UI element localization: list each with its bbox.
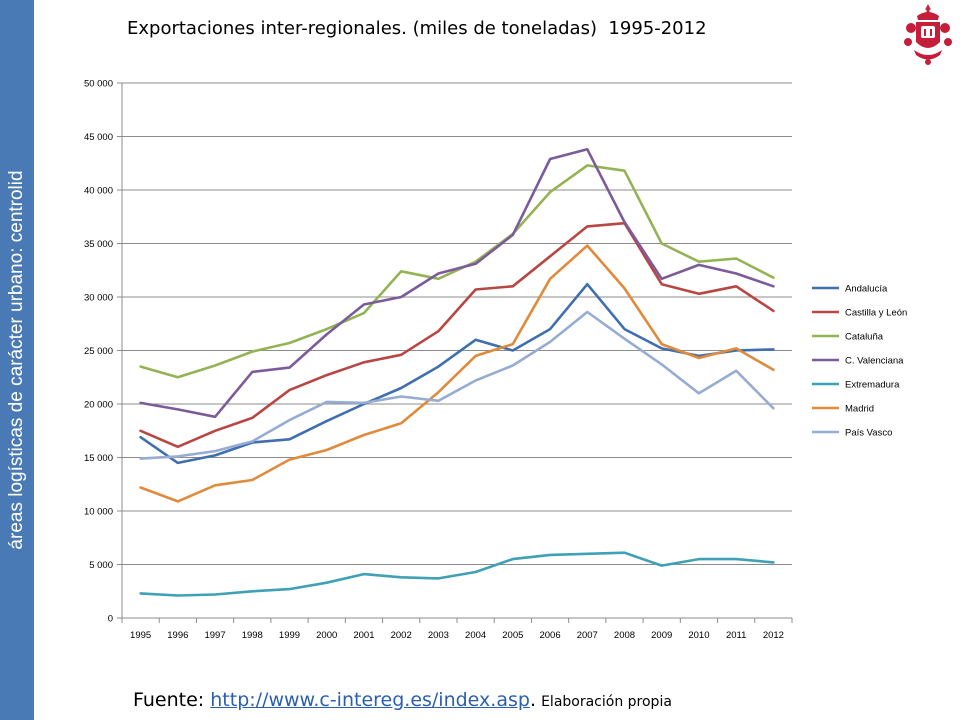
footer-dot: . [529,689,536,711]
series-line [139,221,775,449]
source-footer: Fuente: http://www.c-intereg.es/index.as… [133,689,672,711]
series-line [139,148,775,419]
y-tick-label: 10 000 [84,507,113,518]
x-tick-label: 1997 [204,630,225,641]
legend-label: Madrid [845,404,874,415]
x-tick-label: 1998 [242,630,263,641]
legend-label: País Vasco [845,428,892,439]
x-tick-label: 2009 [651,630,672,641]
series-line [139,551,775,597]
legend-label: Andalucía [845,284,888,295]
footer-note: Elaboración propia [541,694,672,710]
x-tick-label: 1996 [167,630,188,641]
footer-prefix: Fuente: [133,689,211,711]
source-link[interactable]: http://www.c-intereg.es/index.asp [210,689,530,711]
university-crest-logo [904,4,952,65]
y-tick-label: 45 000 [84,132,113,143]
x-tick-label: 1995 [130,630,151,641]
x-tick-label: 2005 [502,630,523,641]
series-line [139,164,775,379]
series-line [139,244,775,503]
x-tick-label: 2003 [428,630,449,641]
sidebar: áreas logísticas de carácter urbano: cen… [0,0,34,720]
series-line [139,310,775,460]
legend-label: Cataluña [845,332,884,343]
chart-title: Exportaciones inter-regionales. (miles d… [127,18,707,39]
x-tick-label: 2002 [391,630,412,641]
x-tick-label: 1999 [279,630,300,641]
series-line [139,282,775,465]
x-tick-label: 2004 [465,630,486,641]
x-tick-label: 2012 [763,630,784,641]
y-tick-label: 30 000 [84,293,113,304]
x-tick-label: 2011 [726,630,746,641]
y-tick-label: 20 000 [84,400,113,411]
y-tick-label: 0 [108,614,113,625]
x-tick-label: 2010 [688,630,709,641]
x-tick-label: 2008 [614,630,635,641]
y-tick-label: 5 000 [89,560,113,571]
y-tick-label: 15 000 [84,453,113,464]
y-tick-label: 25 000 [84,346,113,357]
x-tick-label: 2000 [316,630,337,641]
x-tick-label: 2001 [353,630,374,641]
y-tick-label: 35 000 [84,239,113,250]
y-tick-label: 50 000 [84,79,113,90]
x-tick-label: 2006 [539,630,560,641]
legend-label: Castilla y León [845,308,907,319]
legend-label: C. Valenciana [845,356,904,367]
x-tick-label: 2007 [577,630,598,641]
legend-label: Extremadura [845,380,900,391]
y-tick-label: 40 000 [84,186,113,197]
